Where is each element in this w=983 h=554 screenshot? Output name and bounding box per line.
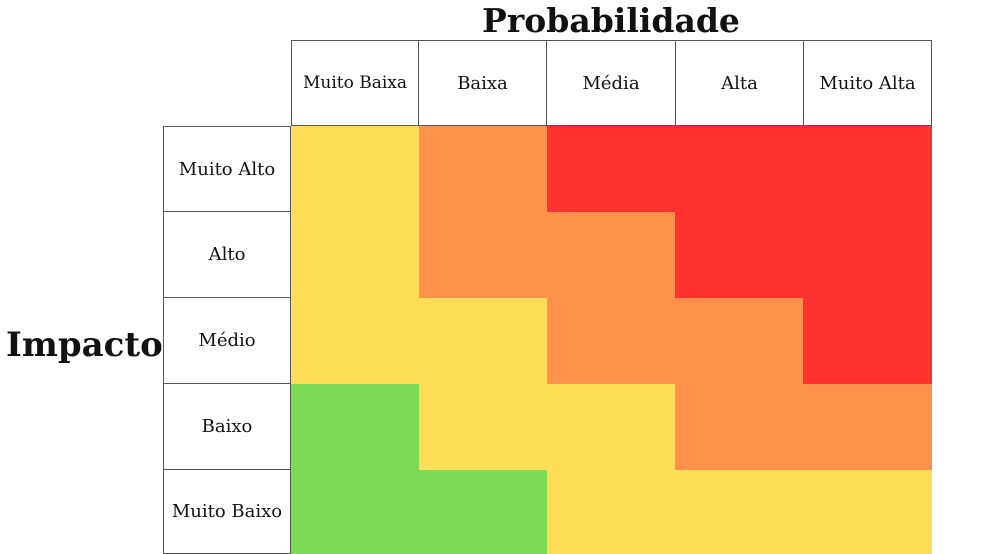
column-header-media: Média [546,40,676,126]
risk-cell-orange [547,298,675,384]
probability-axis-title: Probabilidade [482,1,740,40]
risk-cell-yellow [547,470,675,554]
risk-cell-orange [547,212,675,298]
risk-cell-yellow [291,126,419,212]
risk-cell-red [547,126,675,212]
row-header-muito-alto: Muito Alto [163,126,291,212]
risk-cell-orange [675,384,803,470]
risk-cell-orange [419,126,547,212]
risk-cell-yellow [675,470,803,554]
column-header-alta: Alta [675,40,804,126]
risk-cell-yellow [547,384,675,470]
risk-cell-red [675,212,803,298]
row-header-baixo: Baixo [163,383,291,470]
risk-cell-yellow [419,384,547,470]
risk-cell-red [803,212,932,298]
risk-cell-yellow [291,298,419,384]
column-header-muito-baixa: Muito Baixa [291,40,419,126]
row-header-muito-baixo: Muito Baixo [163,469,291,554]
risk-cell-green [419,470,547,554]
column-header-muito-alta: Muito Alta [803,40,932,126]
row-header-medio: Médio [163,297,291,384]
risk-cell-yellow [803,470,932,554]
risk-cell-orange [803,384,932,470]
risk-cell-green [291,470,419,554]
risk-cell-red [803,298,932,384]
impact-axis-title: Impacto [6,325,163,365]
risk-cell-yellow [419,298,547,384]
risk-cell-red [675,126,803,212]
risk-cell-red [803,126,932,212]
risk-cell-yellow [291,212,419,298]
column-header-baixa: Baixa [418,40,547,126]
risk-cell-orange [419,212,547,298]
risk-cell-orange [675,298,803,384]
risk-cell-green [291,384,419,470]
row-header-alto: Alto [163,211,291,298]
